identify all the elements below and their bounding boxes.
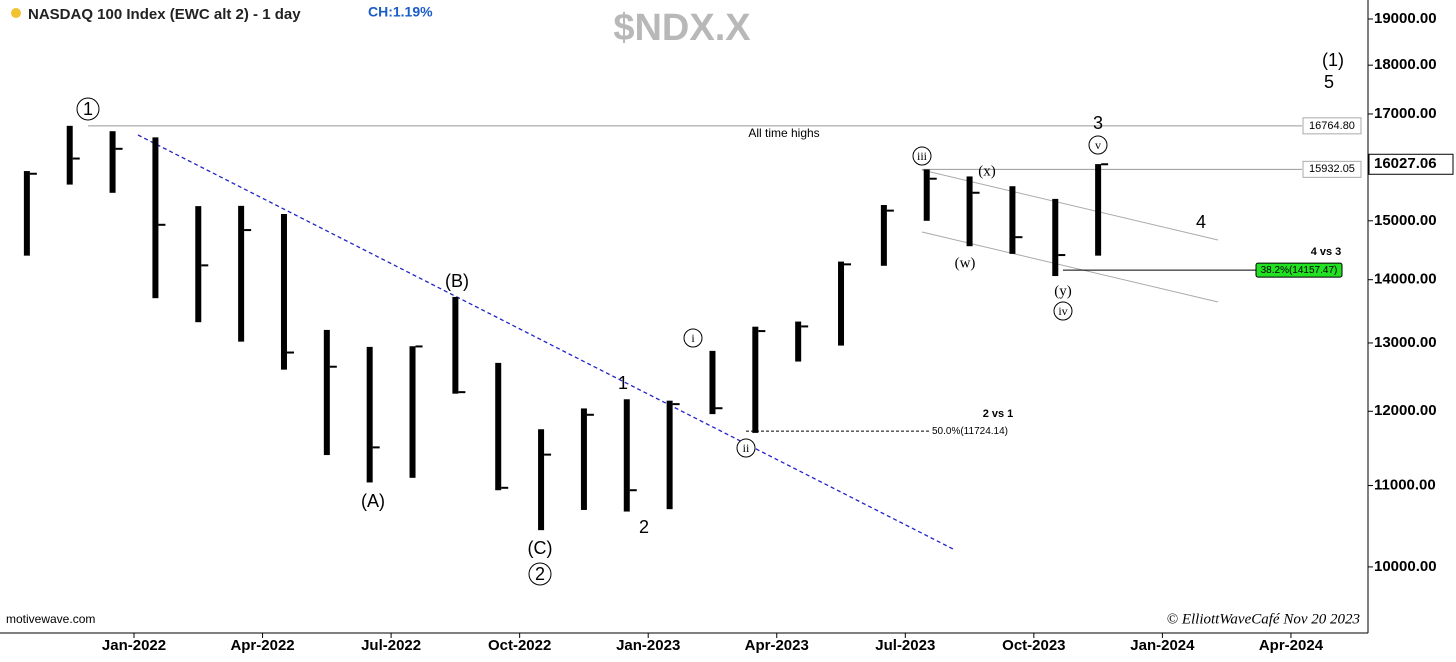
last-price-label: 16027.06: [1374, 155, 1437, 172]
annotation: 4: [1196, 212, 1206, 232]
annotation: (A): [361, 491, 385, 511]
y-tick-label: 15000.00: [1374, 212, 1437, 229]
range-bar: [452, 296, 459, 394]
y-tick-label: 14000.00: [1374, 271, 1437, 288]
x-tick-label: Jul-2023: [875, 637, 935, 654]
range-bar: [195, 206, 202, 323]
annotation: (B): [445, 271, 469, 291]
range-bar: [795, 321, 802, 362]
annotation: v: [1095, 138, 1101, 152]
wave-circle: [912, 146, 932, 166]
annotation: 1: [83, 99, 93, 119]
wave-circle: [683, 328, 703, 348]
annotation: (x): [978, 163, 996, 179]
annotation: (C): [528, 538, 553, 558]
y-tick-label: 11000.00: [1374, 477, 1436, 494]
annotation: 4 vs 3: [1311, 246, 1342, 258]
source: motivewave.com: [6, 612, 95, 626]
range-bar: [238, 205, 245, 342]
annotation: 3: [1093, 113, 1103, 133]
level-box: [1302, 117, 1362, 135]
level-box: [1302, 160, 1362, 178]
last-price-box: [1368, 153, 1454, 175]
annotation: (w): [955, 255, 976, 271]
fib-label: 50.0%(11724.14): [932, 426, 1008, 437]
range-bar: [323, 329, 330, 456]
annotation: All time highs: [748, 126, 819, 140]
range-bar: [495, 362, 502, 491]
wave-circle: [1088, 135, 1108, 155]
range-bar: [66, 125, 73, 185]
annotation: ii: [743, 441, 750, 455]
range-bar: [880, 205, 887, 266]
annotation: 2 vs 1: [983, 408, 1014, 420]
chart-title: NASDAQ 100 Index (EWC alt 2) - 1 day: [28, 6, 301, 23]
range-bar: [280, 213, 287, 370]
status-dot: [11, 8, 21, 18]
annotation: 2: [639, 517, 649, 537]
annotation: i: [691, 331, 695, 345]
trendline: [137, 134, 956, 551]
range-bar: [109, 131, 116, 193]
x-tick-label: Jul-2022: [361, 637, 421, 654]
range-bar: [838, 261, 845, 346]
range-bar: [1052, 198, 1059, 277]
range-bar: [752, 326, 759, 433]
range-bar: [666, 400, 673, 510]
range-bar: [709, 350, 716, 415]
range-bar: [923, 169, 930, 221]
x-tick-label: Jan-2022: [102, 637, 166, 654]
range-bar: [1095, 164, 1102, 256]
annotation: iv: [1058, 304, 1067, 318]
range-bar: [1009, 186, 1016, 254]
range-bar: [366, 346, 373, 483]
x-tick-label: Jan-2024: [1130, 637, 1195, 654]
level-label: 16764.80: [1309, 120, 1355, 132]
range-bar: [538, 429, 545, 531]
fib-label: 38.2%(14157.47): [1261, 265, 1338, 276]
range-bar: [23, 171, 30, 256]
wave-circle: [76, 97, 100, 121]
y-tick-label: 12000.00: [1374, 402, 1437, 419]
x-tick-label: Apr-2024: [1259, 637, 1324, 654]
y-tick-label: 19000.00: [1374, 10, 1437, 27]
annotation: iii: [917, 149, 928, 163]
level-label: 15932.05: [1309, 163, 1355, 175]
fib-box: [1255, 262, 1343, 278]
y-tick-label: 18000.00: [1374, 56, 1437, 73]
symbol: $NDX.X: [613, 7, 751, 49]
x-tick-label: Jan-2023: [616, 637, 680, 654]
annotation: 1: [618, 373, 628, 393]
annotation: (y): [1054, 283, 1072, 299]
credit: © ElliottWaveCafé Nov 20 2023: [1167, 611, 1360, 627]
wave-circle: [528, 562, 552, 586]
annotation: 5: [1324, 72, 1334, 92]
y-tick-label: 13000.00: [1374, 334, 1437, 351]
x-tick-label: Oct-2022: [488, 637, 551, 654]
y-tick-label: 10000.00: [1374, 558, 1437, 575]
annotation: (1): [1322, 50, 1344, 70]
wave-circle: [1053, 301, 1073, 321]
range-bar: [580, 408, 587, 510]
range-bar: [409, 346, 416, 478]
wave-circle: [736, 438, 756, 458]
range-bar: [623, 399, 630, 512]
range-bar: [966, 176, 973, 247]
x-tick-label: Apr-2023: [745, 637, 809, 654]
range-bar: [152, 137, 159, 299]
annotation: 2: [535, 564, 545, 584]
change: CH:1.19%: [368, 4, 433, 20]
x-tick-label: Apr-2022: [230, 637, 294, 654]
y-tick-label: 17000.00: [1374, 105, 1437, 122]
x-tick-label: Oct-2023: [1002, 637, 1065, 654]
